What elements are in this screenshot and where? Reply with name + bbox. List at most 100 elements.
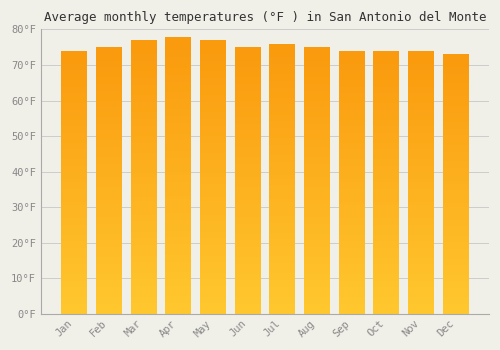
Bar: [62, 186, 88, 189]
Bar: [96, 250, 122, 254]
Bar: [373, 304, 399, 307]
Bar: [62, 54, 88, 57]
Bar: [408, 215, 434, 218]
Bar: [408, 176, 434, 179]
Bar: [96, 254, 122, 257]
Bar: [442, 288, 468, 291]
Bar: [96, 74, 122, 77]
Bar: [234, 140, 260, 144]
Bar: [270, 250, 295, 253]
Bar: [442, 155, 468, 158]
Bar: [373, 67, 399, 70]
Bar: [200, 163, 226, 167]
Bar: [408, 90, 434, 93]
Bar: [408, 291, 434, 294]
Bar: [130, 310, 156, 314]
Bar: [442, 233, 468, 236]
Bar: [200, 61, 226, 64]
Bar: [234, 94, 260, 97]
Bar: [96, 104, 122, 107]
Bar: [270, 212, 295, 216]
Bar: [373, 218, 399, 222]
Bar: [96, 137, 122, 140]
Bar: [304, 290, 330, 294]
Bar: [270, 57, 295, 61]
Bar: [338, 97, 364, 100]
Bar: [200, 201, 226, 204]
Bar: [166, 303, 192, 307]
Bar: [338, 74, 364, 77]
Bar: [408, 195, 434, 199]
Bar: [166, 36, 192, 40]
Bar: [304, 54, 330, 57]
Bar: [96, 297, 122, 300]
Bar: [304, 214, 330, 217]
Bar: [96, 201, 122, 204]
Bar: [166, 99, 192, 102]
Bar: [270, 179, 295, 182]
Bar: [130, 88, 156, 91]
Bar: [96, 271, 122, 274]
Bar: [166, 120, 192, 123]
Bar: [338, 310, 364, 314]
Bar: [304, 284, 330, 287]
Bar: [338, 287, 364, 291]
Bar: [96, 181, 122, 184]
Bar: [200, 68, 226, 71]
Bar: [270, 172, 295, 175]
Bar: [270, 81, 295, 84]
Bar: [62, 57, 88, 61]
Bar: [96, 240, 122, 244]
Bar: [234, 217, 260, 220]
Bar: [166, 130, 192, 134]
Bar: [234, 204, 260, 207]
Bar: [270, 88, 295, 91]
Bar: [234, 144, 260, 147]
Bar: [408, 189, 434, 192]
Bar: [130, 167, 156, 170]
Bar: [270, 141, 295, 145]
Bar: [166, 147, 192, 151]
Bar: [338, 133, 364, 136]
Bar: [234, 64, 260, 67]
Bar: [234, 71, 260, 74]
Bar: [270, 260, 295, 263]
Bar: [96, 190, 122, 194]
Bar: [338, 64, 364, 67]
Bar: [234, 167, 260, 170]
Bar: [408, 284, 434, 287]
Bar: [304, 304, 330, 307]
Bar: [442, 207, 468, 210]
Bar: [62, 162, 88, 166]
Bar: [338, 179, 364, 182]
Bar: [304, 280, 330, 284]
Bar: [408, 278, 434, 281]
Bar: [338, 153, 364, 156]
Bar: [373, 120, 399, 123]
Bar: [304, 194, 330, 197]
Bar: [62, 264, 88, 268]
Bar: [130, 215, 156, 218]
Bar: [338, 192, 364, 195]
Bar: [130, 163, 156, 167]
Bar: [234, 294, 260, 297]
Bar: [270, 165, 295, 169]
Bar: [62, 304, 88, 307]
Bar: [130, 47, 156, 50]
Bar: [442, 168, 468, 171]
Bar: [166, 265, 192, 269]
Bar: [338, 254, 364, 258]
Bar: [62, 176, 88, 179]
Bar: [373, 74, 399, 77]
Bar: [166, 251, 192, 255]
Bar: [338, 84, 364, 87]
Bar: [62, 274, 88, 278]
Bar: [166, 106, 192, 109]
Bar: [338, 107, 364, 110]
Bar: [62, 103, 88, 107]
Bar: [270, 229, 295, 233]
Bar: [270, 91, 295, 94]
Bar: [408, 159, 434, 162]
Bar: [338, 274, 364, 278]
Bar: [408, 153, 434, 156]
